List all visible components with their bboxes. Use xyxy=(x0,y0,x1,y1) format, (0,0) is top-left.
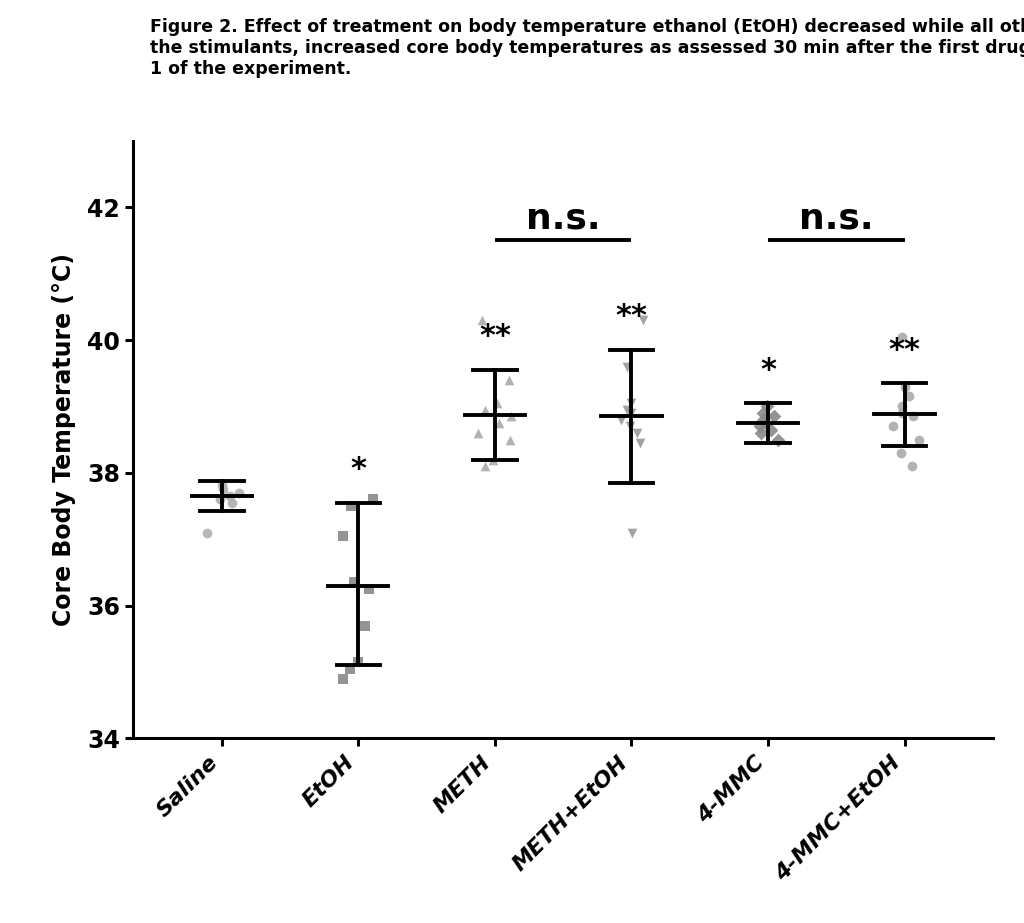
Point xyxy=(765,409,781,424)
Point xyxy=(350,654,367,669)
Point xyxy=(893,330,909,344)
Point xyxy=(361,581,378,596)
Point xyxy=(343,498,359,513)
Point xyxy=(503,409,519,424)
Point xyxy=(490,415,507,430)
Point xyxy=(893,446,909,461)
Point xyxy=(623,419,639,434)
Point xyxy=(897,379,913,394)
Text: *: * xyxy=(760,355,776,385)
Point xyxy=(488,396,505,411)
Point xyxy=(894,406,910,421)
Point xyxy=(618,402,635,417)
Point xyxy=(758,415,774,430)
Text: **: ** xyxy=(889,336,921,365)
Point xyxy=(485,452,502,467)
Text: **: ** xyxy=(615,303,647,331)
Point xyxy=(624,525,640,540)
Text: n.s.: n.s. xyxy=(526,201,600,235)
Point xyxy=(476,459,493,473)
Point xyxy=(223,496,240,510)
Point xyxy=(759,399,775,414)
Y-axis label: Core Body Temperature (°C): Core Body Temperature (°C) xyxy=(52,253,76,626)
Point xyxy=(342,661,358,676)
Point xyxy=(910,432,927,447)
Point xyxy=(623,396,639,411)
Point xyxy=(635,313,651,328)
Point xyxy=(335,671,351,686)
Point xyxy=(502,432,518,447)
Text: n.s.: n.s. xyxy=(799,201,873,235)
Point xyxy=(763,423,779,438)
Text: **: ** xyxy=(479,322,511,352)
Point xyxy=(477,402,494,417)
Point xyxy=(885,419,901,434)
Point xyxy=(901,390,918,404)
Point xyxy=(905,409,922,424)
Point xyxy=(894,399,910,414)
Point xyxy=(215,482,231,497)
Point xyxy=(769,432,785,447)
Point xyxy=(630,426,646,440)
Point xyxy=(754,426,770,440)
Point xyxy=(632,436,648,450)
Point xyxy=(230,485,247,500)
Point xyxy=(212,492,228,507)
Point xyxy=(470,426,486,440)
Point xyxy=(214,477,230,492)
Point xyxy=(752,419,768,434)
Point xyxy=(756,406,772,421)
Point xyxy=(199,525,215,540)
Point xyxy=(356,618,373,633)
Text: *: * xyxy=(350,455,367,484)
Point xyxy=(221,488,238,503)
Point xyxy=(502,373,518,388)
Point xyxy=(335,529,351,544)
Point xyxy=(755,413,771,427)
Point xyxy=(346,575,362,590)
Point xyxy=(623,406,639,421)
Text: Figure 2. Effect of treatment on body temperature ethanol (EtOH) decreased while: Figure 2. Effect of treatment on body te… xyxy=(151,18,1024,78)
Point xyxy=(365,492,381,507)
Point xyxy=(612,413,629,427)
Point xyxy=(618,359,635,374)
Point xyxy=(474,313,490,328)
Point xyxy=(904,459,921,473)
